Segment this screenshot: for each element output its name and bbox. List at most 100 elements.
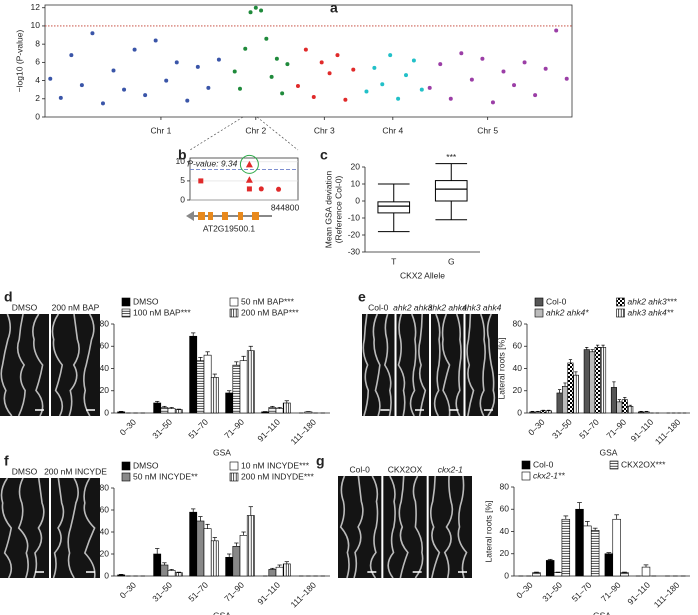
bar bbox=[153, 553, 162, 577]
position-label: 844800 bbox=[271, 202, 300, 212]
y-tick-label: 60 bbox=[100, 504, 110, 514]
point bbox=[351, 67, 356, 72]
point bbox=[79, 83, 84, 88]
bar bbox=[246, 515, 255, 577]
bar bbox=[160, 407, 169, 414]
point bbox=[448, 96, 453, 101]
y-tick-label: 20 bbox=[100, 385, 110, 395]
root bbox=[383, 313, 392, 417]
point bbox=[232, 69, 237, 74]
exon bbox=[238, 212, 243, 220]
micrograph-label: Col-0 bbox=[368, 302, 389, 312]
y-axis-label: −log10 (P-value) bbox=[14, 30, 24, 93]
x-tick-label: 51–70 bbox=[570, 580, 594, 604]
x-tick-label: 31–50 bbox=[150, 417, 174, 441]
bar bbox=[232, 545, 241, 577]
point bbox=[364, 89, 369, 94]
bar bbox=[189, 335, 198, 414]
bar bbox=[621, 399, 628, 414]
y-tick-label: 0 bbox=[104, 407, 109, 417]
bar bbox=[246, 350, 255, 414]
x-tick-label: 31–50 bbox=[540, 580, 564, 604]
exon bbox=[198, 212, 205, 220]
bar bbox=[616, 401, 623, 414]
bar bbox=[196, 360, 205, 414]
micrograph-label: ckx2-1 bbox=[438, 464, 463, 474]
x-tick-label: 71–90 bbox=[599, 580, 623, 604]
bar bbox=[167, 408, 176, 414]
x-tick-label: 91–110 bbox=[629, 417, 656, 444]
bar bbox=[567, 362, 574, 414]
point bbox=[90, 31, 95, 36]
panel-label: b bbox=[178, 147, 187, 163]
y-tick-label: 80 bbox=[513, 318, 523, 328]
x-tick-label: G bbox=[448, 256, 455, 266]
point bbox=[253, 5, 258, 10]
y-tick-label: 40 bbox=[513, 363, 523, 373]
micrograph-label: ahk2 ahk4 bbox=[428, 302, 467, 312]
point bbox=[396, 96, 401, 101]
x-tick-label: 111–180 bbox=[653, 417, 683, 447]
bar bbox=[594, 347, 601, 414]
bar bbox=[282, 563, 291, 577]
legend-label: 10 nM INCYDE*** bbox=[241, 460, 310, 470]
y-tick-label: 0 bbox=[355, 195, 360, 205]
bar bbox=[610, 387, 617, 414]
legend-swatch bbox=[121, 297, 131, 307]
point bbox=[533, 93, 538, 98]
bar bbox=[556, 392, 563, 414]
root bbox=[479, 313, 486, 417]
point bbox=[122, 87, 127, 92]
x-tick-label: 91–110 bbox=[625, 580, 652, 607]
legend-label: DMSO bbox=[133, 460, 159, 470]
y-tick-label: 80 bbox=[100, 482, 110, 492]
micrograph-label: ahk3 ahk4 bbox=[462, 302, 501, 312]
micrograph-label: ahk2 ahk3 bbox=[393, 302, 432, 312]
point bbox=[264, 36, 269, 41]
root bbox=[0, 313, 13, 417]
exon bbox=[252, 212, 259, 220]
point bbox=[403, 73, 408, 78]
point bbox=[501, 69, 506, 74]
x-tick-label: 0–30 bbox=[118, 580, 139, 601]
y-tick-label: 20 bbox=[500, 548, 510, 558]
legend-swatch bbox=[229, 308, 239, 318]
zoom-line bbox=[189, 116, 244, 151]
x-axis-label: GSA bbox=[593, 610, 611, 615]
bar bbox=[268, 569, 277, 577]
point bbox=[543, 66, 548, 71]
legend-swatch bbox=[121, 308, 131, 318]
point bbox=[512, 83, 517, 88]
root bbox=[83, 313, 95, 417]
point bbox=[335, 53, 340, 58]
x-tick-label: 91–110 bbox=[255, 580, 282, 607]
root bbox=[83, 477, 96, 579]
x-tick-label: 51–70 bbox=[186, 580, 210, 604]
point bbox=[174, 60, 179, 65]
bar bbox=[620, 572, 629, 577]
bar bbox=[304, 411, 313, 414]
y-tick-label: 0 bbox=[504, 570, 509, 580]
y-tick-label: 10 bbox=[176, 156, 186, 166]
bar bbox=[643, 411, 650, 414]
bar bbox=[239, 360, 248, 414]
y-tick-label: 40 bbox=[100, 526, 110, 536]
legend-label: DMSO bbox=[133, 296, 159, 306]
legend-label: ahk2 ahk4* bbox=[546, 307, 589, 317]
point bbox=[372, 65, 377, 70]
point bbox=[259, 8, 264, 13]
point bbox=[522, 60, 527, 65]
root bbox=[67, 477, 79, 579]
point bbox=[245, 160, 253, 168]
micrograph-label: DMSO bbox=[12, 466, 38, 476]
legend-swatch bbox=[121, 461, 131, 471]
root bbox=[16, 313, 26, 417]
legend-label: 50 nM BAP*** bbox=[241, 296, 295, 306]
y-tick-label: 60 bbox=[500, 504, 510, 514]
root bbox=[51, 313, 64, 417]
bar bbox=[261, 411, 270, 414]
legend-label: 200 nM INDYDE*** bbox=[241, 471, 314, 481]
bar bbox=[572, 374, 579, 414]
x-tick-label: T bbox=[391, 256, 396, 266]
